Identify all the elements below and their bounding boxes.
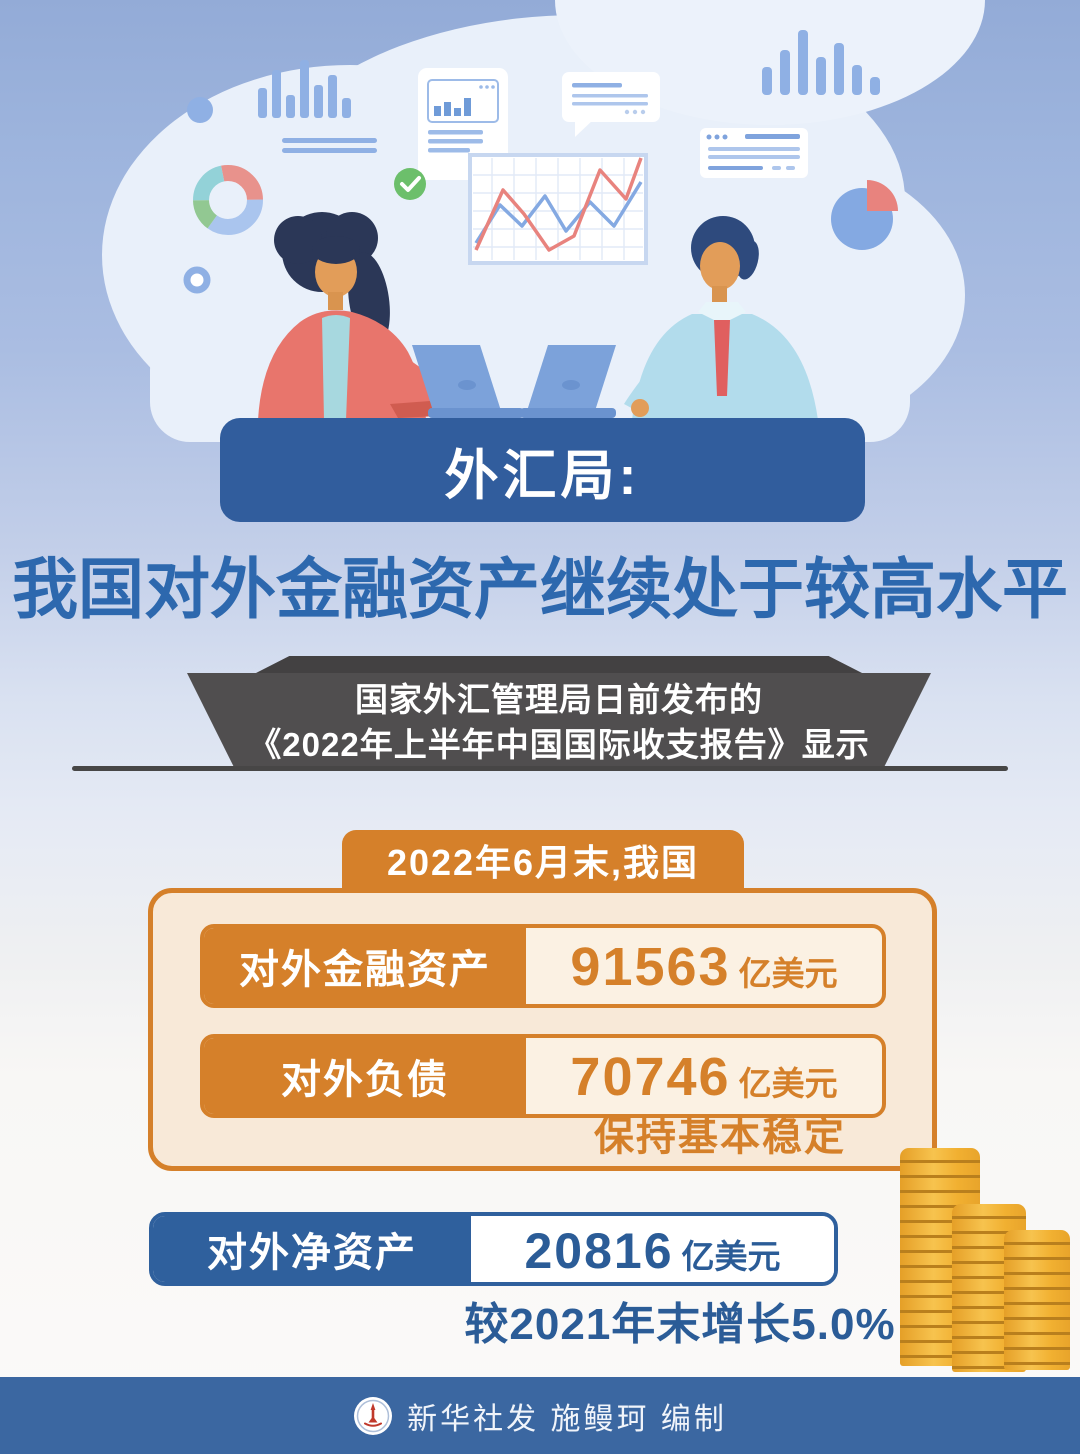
net-assets-unit: 亿美元 [681, 1238, 781, 1275]
stat-value-cell: 70746 亿美元 [526, 1038, 882, 1114]
xinhua-logo-icon [354, 1396, 393, 1435]
bar-chart-icon [187, 60, 377, 153]
net-assets-value: 20816 [524, 1223, 674, 1279]
header-banner: 外汇局: [220, 418, 865, 522]
line-chart-icon [468, 153, 648, 265]
net-assets-value-cell: 20816 亿美元 [471, 1216, 834, 1282]
pie-chart-icon [831, 180, 898, 250]
speech-bubble-icon [562, 72, 660, 137]
stat-unit: 亿美元 [738, 955, 838, 992]
stat-row-financial-assets: 对外金融资产 91563 亿美元 [200, 924, 886, 1008]
net-assets-row: 对外净资产 20816 亿美元 [149, 1212, 838, 1286]
footer-credit: 新华社发 施鳗珂 编制 [407, 1402, 727, 1436]
section-divider [72, 766, 1008, 771]
donut-chart-icon [193, 165, 263, 235]
growth-note: 较2021年末增长5.0% [464, 1300, 896, 1349]
stat-value: 70746 [570, 1047, 731, 1107]
stat-label: 对外金融资产 [204, 928, 526, 1004]
header-banner-label: 外汇局: [444, 445, 641, 506]
header-illustration [102, 0, 985, 445]
ring-icon [183, 266, 211, 294]
man-analyst [624, 216, 818, 420]
document-check-icon [394, 68, 508, 200]
stat-value: 91563 [570, 937, 731, 997]
footer-bar: 新华社发 施鳗珂 编制 [0, 1377, 1080, 1454]
stat-row-liabilities: 对外负债 70746 亿美元 [200, 1034, 886, 1118]
plaque-line-2: 《2022年上半年中国国际收支报告》显示 [248, 725, 870, 763]
net-assets-label: 对外净资产 [153, 1216, 471, 1282]
stat-label: 对外负债 [204, 1038, 526, 1114]
stat-unit: 亿美元 [738, 1065, 838, 1102]
stat-value-cell: 91563 亿美元 [526, 928, 882, 1004]
laptop-icon [412, 345, 616, 418]
stability-note: 保持基本稳定 [594, 1115, 846, 1159]
page-title: 我国对外金融资产继续处于较高水平 [12, 552, 1068, 626]
subtitle-plaque: 国家外汇管理局日前发布的 《2022年上半年中国国际收支报告》显示 [187, 673, 931, 770]
coin-stack [1004, 1230, 1070, 1370]
plaque-ledge [256, 656, 862, 673]
bar-chart-large-icon [762, 30, 880, 95]
plaque-line-1: 国家外汇管理局日前发布的 [355, 680, 763, 718]
browser-panel-icon [700, 128, 808, 178]
